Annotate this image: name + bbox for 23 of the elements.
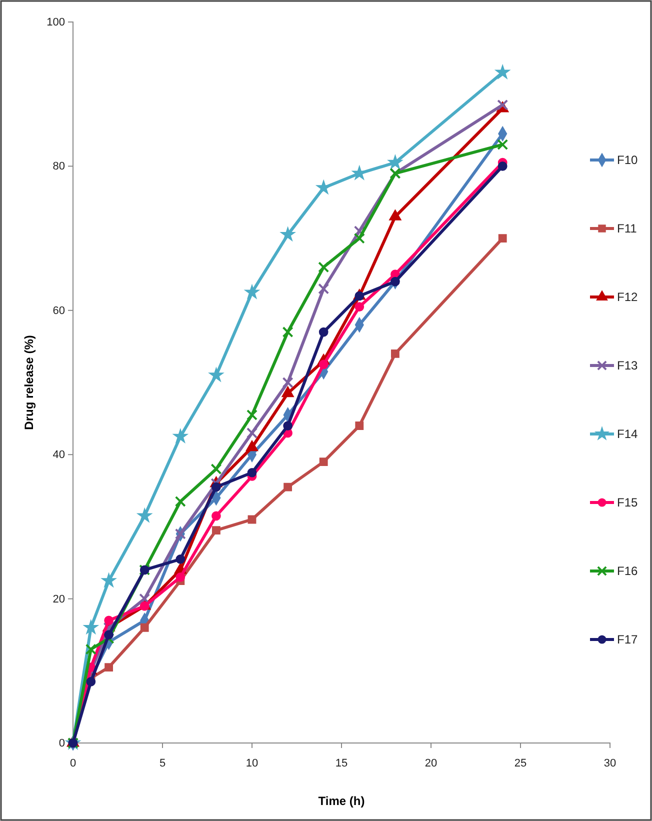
y-tick-label: 40 [52,449,65,462]
x-axis-title: Time (h) [318,794,365,808]
y-tick-label: 80 [52,160,65,173]
y-tick-label: 100 [46,16,65,29]
x-tick-label: 10 [246,757,258,770]
x-tick-label: 20 [424,757,438,770]
y-tick-label: 20 [52,593,65,606]
legend-label: F13 [617,358,638,372]
legend-label: F14 [617,427,638,441]
legend-label: F12 [617,290,638,304]
y-tick-label: 60 [52,304,65,317]
legend-label: F15 [617,496,638,510]
legend-label: F17 [617,632,638,646]
x-tick-label: 30 [604,757,616,770]
x-tick-label: 0 [70,757,76,770]
y-axis-title: Drug release (%) [22,335,36,430]
x-tick-label: 5 [159,757,166,770]
legend-label: F16 [617,564,638,578]
x-tick-label: 15 [335,757,348,770]
legend-label: F10 [617,153,638,167]
x-tick-label: 25 [514,757,527,770]
legend-label: F11 [617,222,638,236]
y-tick-label: 0 [58,738,65,750]
